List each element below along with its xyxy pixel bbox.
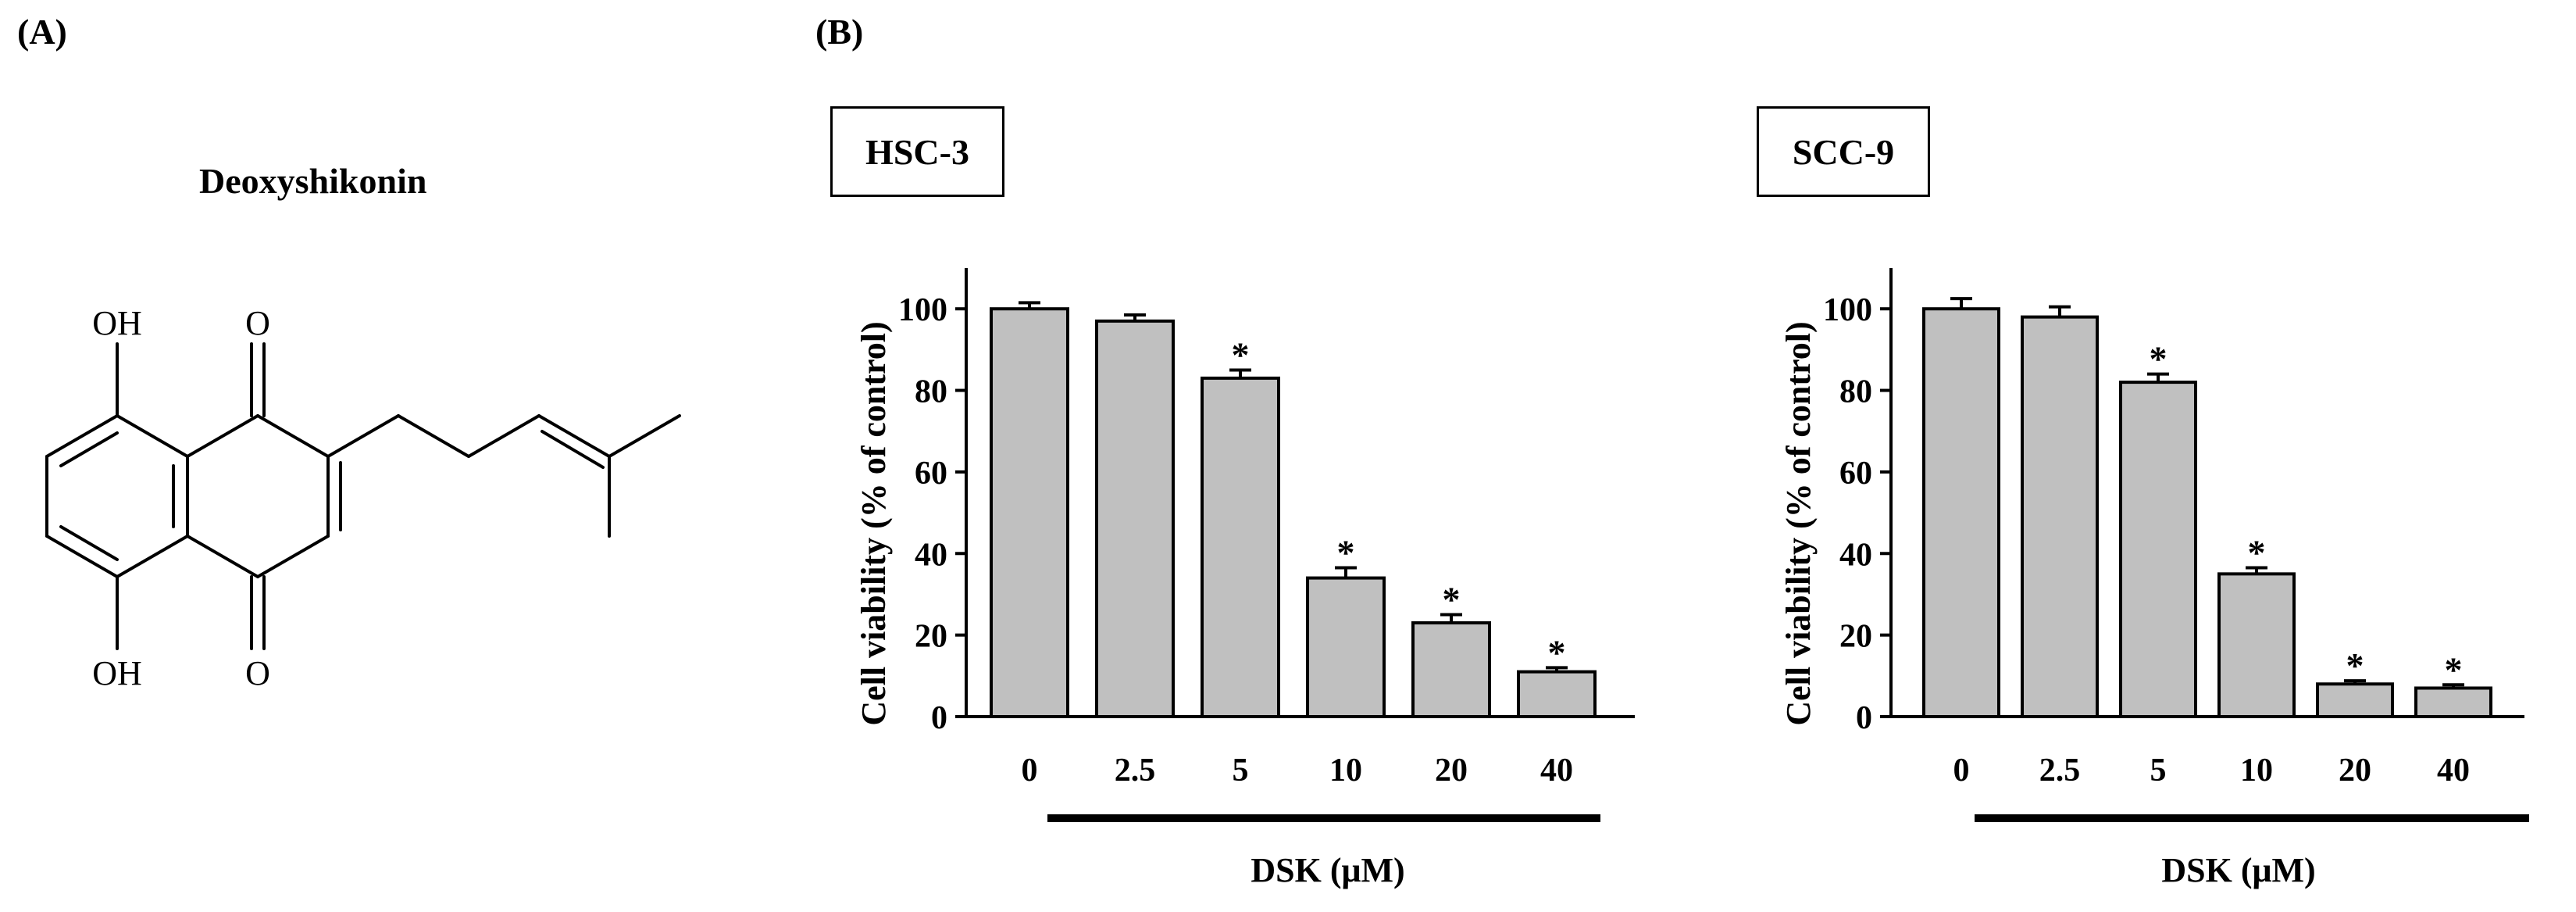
scc9-y-tick-label: 0 — [1856, 700, 1872, 736]
hsc3-category-label: 2.5 — [1115, 753, 1156, 789]
scc9-y-axis-title: Cell viability (% of control) — [1779, 321, 1818, 725]
scc9-bar — [2217, 572, 2296, 719]
scc9-significance-marker: * — [2150, 339, 2167, 379]
hsc3-category-label: 10 — [1329, 753, 1362, 789]
atom-o-bottom: O — [245, 654, 270, 692]
hsc3-y-tick-label: 80 — [915, 374, 947, 410]
scc9-y-tick-label: 60 — [1839, 456, 1872, 492]
hsc3-bar — [1095, 319, 1175, 718]
hsc3-category-label: 5 — [1233, 753, 1249, 789]
scc9-y-tick-label: 100 — [1823, 292, 1872, 328]
scc9-category-label: 20 — [2339, 753, 2371, 789]
hsc3-significance-marker: * — [1337, 533, 1355, 573]
scc9-bar — [2414, 686, 2492, 718]
hsc3-category-label: 40 — [1540, 753, 1573, 789]
scc9-chart: 0 20 40 60 80 100 0 2.5 * 5 * 10 * 20 * 40 Cell viabilit… — [1779, 268, 2529, 889]
hsc3-y-tick-label: 60 — [915, 456, 947, 492]
hsc3-x-axis-title: DSK (μM) — [1251, 851, 1404, 889]
hsc3-significance-marker: * — [1232, 334, 1250, 374]
scc9-category-label: 10 — [2240, 753, 2273, 789]
hsc3-significance-marker: * — [1548, 632, 1566, 672]
scc9-y-tick-label: 20 — [1839, 619, 1872, 655]
hsc3-chart: 0 20 40 60 80 100 0 2.5 * 5 * 10 * 20 * 40 Cell viabilit… — [855, 268, 1635, 889]
hsc3-bar — [1306, 576, 1386, 719]
scc9-title-box: SCC-9 — [1757, 106, 1930, 197]
scc9-bar — [2316, 682, 2394, 718]
hsc3-category-label: 20 — [1435, 753, 1468, 789]
panel-label-b: (B) — [815, 12, 864, 52]
scc9-x-axis-title: DSK (μM) — [2161, 851, 2315, 889]
scc9-bar — [2021, 315, 2099, 718]
scc9-y-tick-label: 80 — [1839, 374, 1872, 410]
hsc3-y-axis-title: Cell viability (% of control) — [855, 321, 893, 725]
scc9-category-label: 40 — [2437, 753, 2470, 789]
hsc3-bar — [1517, 670, 1597, 718]
hsc3-category-label: 0 — [1022, 753, 1038, 789]
hsc3-y-tick-label: 100 — [898, 292, 947, 328]
hsc3-title-box: HSC-3 — [830, 106, 1004, 197]
scc9-category-label: 0 — [1953, 753, 1970, 789]
hsc3-y-tick-label: 40 — [915, 537, 947, 573]
hsc3-bar — [990, 307, 1069, 718]
hsc3-bar — [1201, 376, 1280, 718]
scc9-category-label: 5 — [2150, 753, 2167, 789]
scc9-bar — [1922, 307, 2000, 718]
scc9-category-label: 2.5 — [2039, 753, 2081, 789]
hsc3-significance-marker: * — [1443, 580, 1461, 620]
compound-name: Deoxyshikonin — [199, 161, 427, 201]
hsc3-bar — [1411, 621, 1491, 718]
atom-oh-top: OH — [92, 304, 142, 342]
scc9-bar — [2119, 381, 2197, 718]
atom-oh-bottom: OH — [92, 654, 142, 692]
chemical-structure: OH O OH O — [45, 304, 681, 692]
scc9-significance-marker: * — [2445, 649, 2463, 689]
structure-bonds — [45, 342, 681, 650]
scc9-significance-marker: * — [2346, 646, 2364, 685]
hsc3-y-tick-label: 0 — [931, 700, 947, 736]
hsc3-y-tick-label: 20 — [915, 619, 947, 655]
scc9-y-tick-label: 40 — [1839, 537, 1872, 573]
atom-o-top: O — [245, 304, 270, 342]
panel-label-a: (A) — [17, 12, 67, 52]
scc9-significance-marker: * — [2248, 533, 2266, 573]
